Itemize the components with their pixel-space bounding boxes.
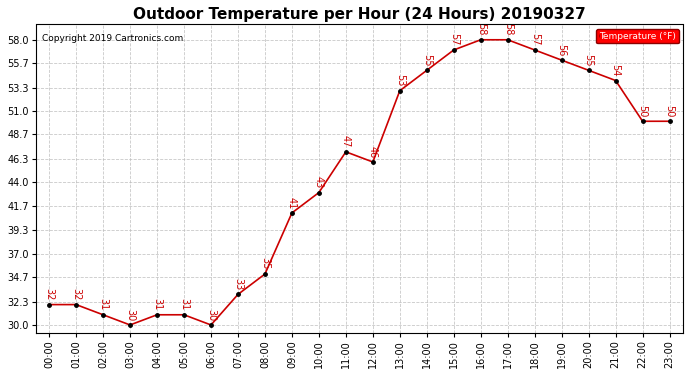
Text: 41: 41 [287, 196, 297, 209]
Text: 57: 57 [448, 33, 459, 46]
Text: 58: 58 [475, 23, 486, 36]
Legend: Temperature (°F): Temperature (°F) [596, 29, 678, 44]
Text: 43: 43 [314, 176, 324, 188]
Text: 55: 55 [422, 54, 432, 66]
Text: 50: 50 [664, 105, 675, 117]
Text: 31: 31 [152, 298, 162, 310]
Text: 30: 30 [206, 309, 216, 321]
Text: 31: 31 [98, 298, 108, 310]
Text: 50: 50 [638, 105, 648, 117]
Text: 32: 32 [44, 288, 54, 300]
Text: 58: 58 [503, 23, 513, 36]
Text: 31: 31 [179, 298, 189, 310]
Text: 56: 56 [557, 44, 566, 56]
Text: 30: 30 [125, 309, 135, 321]
Text: 53: 53 [395, 74, 405, 87]
Text: 32: 32 [71, 288, 81, 300]
Text: 35: 35 [260, 258, 270, 270]
Text: 46: 46 [368, 146, 378, 158]
Text: Copyright 2019 Cartronics.com: Copyright 2019 Cartronics.com [42, 34, 184, 43]
Text: 54: 54 [611, 64, 620, 76]
Text: 55: 55 [584, 54, 593, 66]
Text: 33: 33 [233, 278, 243, 290]
Text: 57: 57 [530, 33, 540, 46]
Text: 47: 47 [341, 135, 351, 148]
Title: Outdoor Temperature per Hour (24 Hours) 20190327: Outdoor Temperature per Hour (24 Hours) … [133, 7, 586, 22]
